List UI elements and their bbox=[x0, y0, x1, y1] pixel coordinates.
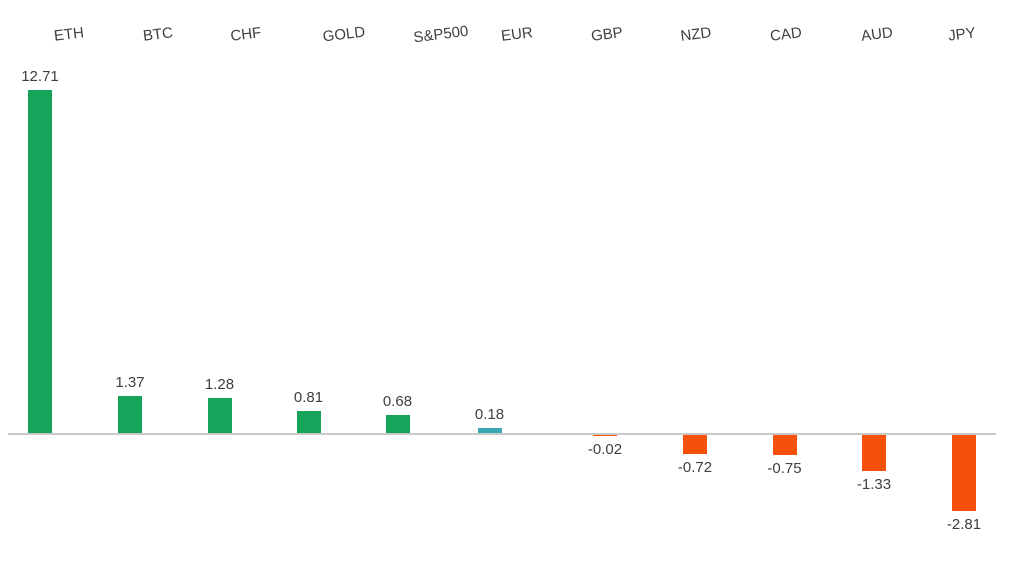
value-label-chf: 1.28 bbox=[204, 376, 235, 394]
bar-eth bbox=[28, 89, 52, 433]
category-label-aud: AUD bbox=[860, 24, 894, 45]
value-label-btc: 1.37 bbox=[115, 374, 145, 391]
category-label-nzd: NZD bbox=[679, 24, 713, 45]
category-label-cad: CAD bbox=[769, 24, 803, 45]
category-label-eth: ETH bbox=[53, 24, 85, 45]
bar-btc bbox=[118, 396, 142, 433]
bar-cad bbox=[772, 435, 797, 456]
bar-nzd bbox=[683, 435, 707, 455]
value-label-sp500: 0.68 bbox=[382, 392, 413, 410]
category-label-gold: GOLD bbox=[321, 23, 367, 46]
bar-gold bbox=[296, 411, 321, 433]
value-label-eur: 0.18 bbox=[474, 406, 505, 424]
bar-sp500 bbox=[385, 414, 410, 433]
bar-gbp bbox=[593, 435, 617, 436]
bar-jpy bbox=[952, 435, 976, 511]
bar-aud bbox=[862, 435, 886, 471]
value-label-jpy: -2.81 bbox=[946, 515, 982, 533]
bar-eur bbox=[477, 428, 502, 433]
value-label-nzd: -0.72 bbox=[677, 459, 713, 477]
category-label-btc: BTC bbox=[142, 24, 174, 45]
bar-chf bbox=[207, 398, 232, 433]
x-axis-line bbox=[8, 433, 996, 435]
category-label-gbp: GBP bbox=[590, 24, 624, 45]
value-label-cad: -0.75 bbox=[767, 460, 802, 478]
value-label-gold: 0.81 bbox=[293, 389, 324, 407]
category-label-chf: CHF bbox=[229, 24, 263, 45]
value-label-eth: 12.71 bbox=[21, 67, 59, 85]
value-label-aud: -1.33 bbox=[856, 475, 892, 493]
category-label-jpy: JPY bbox=[947, 24, 977, 45]
value-label-gbp: -0.02 bbox=[587, 440, 623, 458]
